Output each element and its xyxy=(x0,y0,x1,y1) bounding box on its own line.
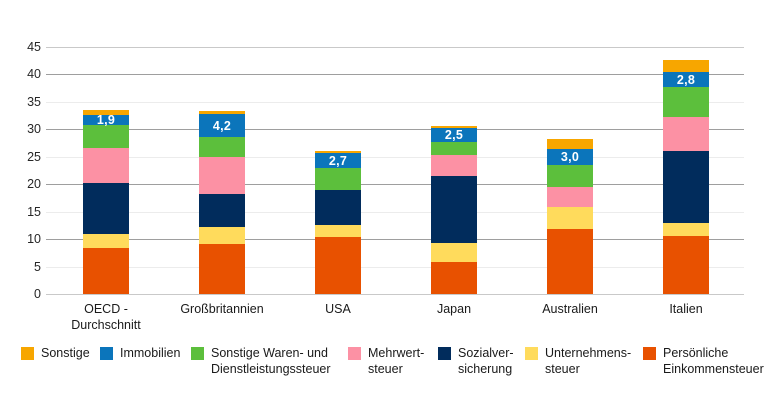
bar-segment-japan-unternehmenssteuer xyxy=(431,243,477,262)
gridline-40 xyxy=(46,74,744,75)
bar-segment-australien-persoenliche-einkommensteuer xyxy=(547,229,593,294)
bar-segment-italien-sonstige xyxy=(663,60,709,72)
bar-segment-oecd-durchschnitt-mehrwertsteuer xyxy=(83,148,129,183)
bar-value-label: 2,5 xyxy=(444,128,464,142)
bar-segment-australien-sonstige xyxy=(547,139,593,149)
y-tick-label-45: 45 xyxy=(27,40,41,54)
bar-segment-grossbritannien-immobilien: 4,2 xyxy=(199,114,245,137)
bar-segment-usa-sonstige-waren-und-dienstleistungssteuer xyxy=(315,168,361,190)
bar-segment-australien-unternehmenssteuer xyxy=(547,207,593,229)
legend-swatch-sonstige xyxy=(21,347,34,360)
bar-segment-italien-mehrwertsteuer xyxy=(663,117,709,151)
bar-segment-italien-immobilien: 2,8 xyxy=(663,72,709,87)
y-tick-label-35: 35 xyxy=(27,95,41,109)
bar-segment-japan-sonstige xyxy=(431,126,477,128)
x-axis-label-usa: USA xyxy=(325,302,351,316)
gridline-30 xyxy=(46,129,744,130)
bar-segment-usa-immobilien: 2,7 xyxy=(315,153,361,168)
y-tick-label-20: 20 xyxy=(27,177,41,191)
bar-segment-japan-sozialversicherung xyxy=(431,176,477,243)
bar-segment-usa-sonstige xyxy=(315,151,361,153)
legend-swatch-persoenliche-einkommensteuer xyxy=(643,347,656,360)
bar-value-label: 2,8 xyxy=(676,72,696,87)
bar-value-label: 1,9 xyxy=(96,113,116,127)
bar-segment-usa-unternehmenssteuer xyxy=(315,225,361,237)
bar-segment-oecd-durchschnitt-persoenliche-einkommensteuer xyxy=(83,248,129,294)
gridline-10 xyxy=(46,239,744,240)
legend-item-sozialversicherung: Sozialver- sicherung xyxy=(438,346,514,377)
bar-segment-grossbritannien-sonstige xyxy=(199,111,245,114)
y-tick-label-10: 10 xyxy=(27,232,41,246)
bar-segment-japan-persoenliche-einkommensteuer xyxy=(431,262,477,294)
gridline-15 xyxy=(46,212,744,213)
bar-segment-oecd-durchschnitt-sonstige xyxy=(83,110,129,115)
bar-segment-grossbritannien-unternehmenssteuer xyxy=(199,227,245,244)
legend-item-mehrwertsteuer: Mehrwert- steuer xyxy=(348,346,424,377)
legend-swatch-sozialversicherung xyxy=(438,347,451,360)
y-tick-label-15: 15 xyxy=(27,205,41,219)
bar-segment-oecd-durchschnitt-sonstige-waren-und-dienstleistungssteuer xyxy=(83,125,129,148)
bar-segment-grossbritannien-persoenliche-einkommensteuer xyxy=(199,244,245,294)
legend-swatch-sonstige-waren-und-dienstleistungssteuer xyxy=(191,347,204,360)
bar-segment-grossbritannien-sonstige-waren-und-dienstleistungssteuer xyxy=(199,137,245,157)
bar-segment-usa-persoenliche-einkommensteuer xyxy=(315,237,361,294)
legend-label: Unternehmens- steuer xyxy=(545,346,632,376)
gridline-25 xyxy=(46,157,744,158)
bar-segment-italien-sozialversicherung xyxy=(663,151,709,223)
x-axis-label-australien: Australien xyxy=(542,302,598,316)
bar-segment-japan-immobilien: 2,5 xyxy=(431,128,477,142)
legend-swatch-unternehmenssteuer xyxy=(525,347,538,360)
bar-segment-oecd-durchschnitt-unternehmenssteuer xyxy=(83,234,129,248)
legend-swatch-mehrwertsteuer xyxy=(348,347,361,360)
bar-value-label: 3,0 xyxy=(560,150,580,164)
bar-segment-oecd-durchschnitt-immobilien: 1,9 xyxy=(83,113,129,127)
legend-item-sonstige-waren-und-dienstleistungssteuer: Sonstige Waren- und Dienstleistungssteue… xyxy=(191,346,331,377)
legend-swatch-immobilien xyxy=(100,347,113,360)
bar-value-label: 4,2 xyxy=(212,118,232,133)
legend-item-sonstige: Sonstige xyxy=(21,346,90,362)
x-axis-label-japan: Japan xyxy=(436,302,472,316)
y-tick-label-30: 30 xyxy=(27,122,41,136)
bar-segment-usa-sozialversicherung xyxy=(315,190,361,225)
legend-label: Sonstige Waren- und Dienstleistungssteue… xyxy=(211,346,331,376)
gridline-5 xyxy=(46,267,744,268)
y-tick-label-25: 25 xyxy=(27,150,41,164)
gridline-0 xyxy=(46,294,744,295)
legend-item-immobilien: Immobilien xyxy=(100,346,180,362)
x-axis-label-grossbritannien: Großbritannien xyxy=(180,302,264,316)
y-tick-label-40: 40 xyxy=(27,67,41,81)
legend-item-unternehmenssteuer: Unternehmens- steuer xyxy=(525,346,631,377)
x-axis-label-oecd-durchschnitt: OECD - Durchschnitt xyxy=(71,302,141,332)
bar-segment-italien-persoenliche-einkommensteuer xyxy=(663,236,709,294)
y-tick-label-0: 0 xyxy=(34,287,41,301)
bar-segment-japan-mehrwertsteuer xyxy=(431,155,477,176)
bar-segment-australien-immobilien: 3,0 xyxy=(547,149,593,165)
legend-label: Mehrwert- steuer xyxy=(368,346,425,376)
legend-label: Persönliche Einkommensteuer xyxy=(663,346,764,376)
bar-value-label: 2,7 xyxy=(328,153,348,168)
gridline-35 xyxy=(46,102,744,103)
gridline-45 xyxy=(46,47,744,48)
bar-segment-italien-unternehmenssteuer xyxy=(663,223,709,236)
legend-label: Immobilien xyxy=(120,346,181,360)
legend-label: Sonstige xyxy=(41,346,90,360)
gridline-20 xyxy=(46,184,744,185)
y-tick-label-5: 5 xyxy=(34,260,41,274)
bar-segment-grossbritannien-mehrwertsteuer xyxy=(199,157,245,194)
bar-segment-italien-sonstige-waren-und-dienstleistungssteuer xyxy=(663,87,709,117)
legend-label: Sozialver- sicherung xyxy=(458,346,514,376)
bar-segment-australien-mehrwertsteuer xyxy=(547,187,593,207)
legend-item-persoenliche-einkommensteuer: Persönliche Einkommensteuer xyxy=(643,346,764,377)
bar-segment-australien-sonstige-waren-und-dienstleistungssteuer xyxy=(547,165,593,187)
bar-segment-japan-sonstige-waren-und-dienstleistungssteuer xyxy=(431,142,477,155)
bar-segment-oecd-durchschnitt-sozialversicherung xyxy=(83,183,129,234)
x-axis-label-italien: Italien xyxy=(669,302,703,316)
bar-segment-grossbritannien-sozialversicherung xyxy=(199,194,245,227)
